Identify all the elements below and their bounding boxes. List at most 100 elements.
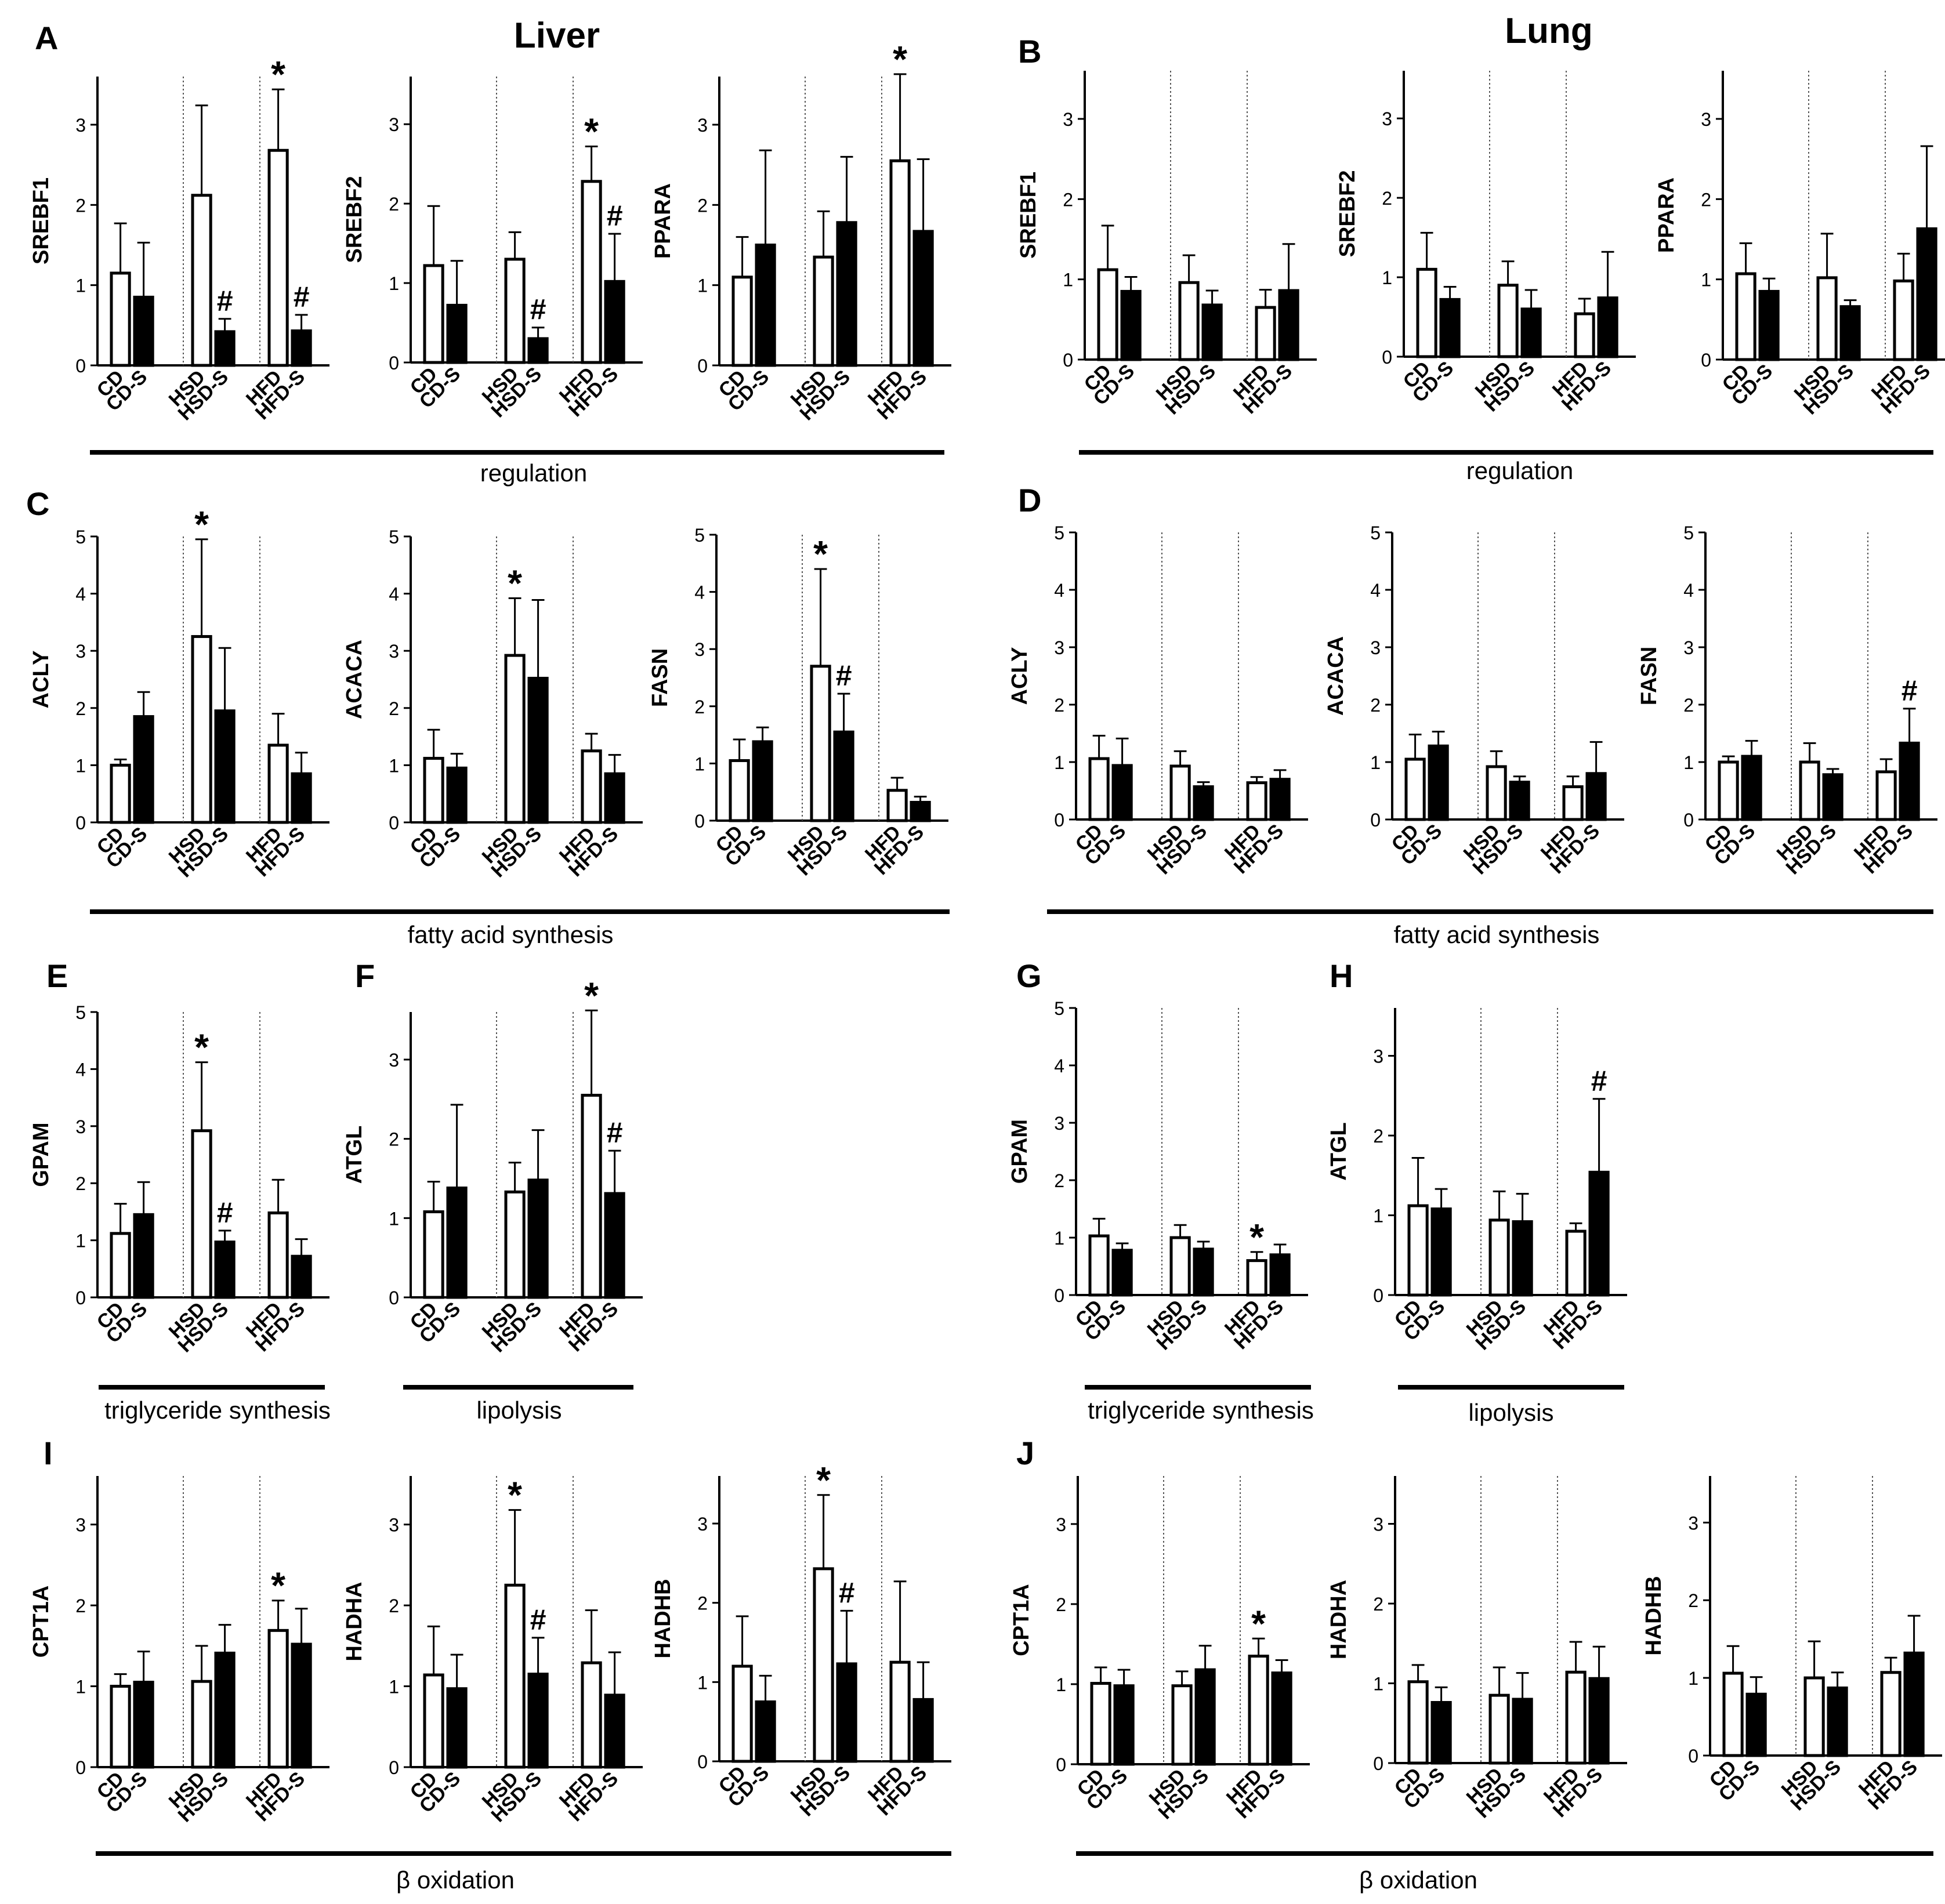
y-tick-label: 2 [389, 1595, 399, 1616]
y-tick-label: 2 [1054, 695, 1064, 716]
bar-cd-s [446, 1687, 468, 1769]
bar-cd [423, 1673, 444, 1769]
bar-cd [1722, 1671, 1744, 1757]
bar-cd-s [1439, 298, 1461, 358]
significance-star: * [508, 562, 522, 604]
y-tick-label: 2 [389, 698, 399, 719]
bar-hfd [1574, 312, 1595, 358]
y-tick-label: 1 [1063, 270, 1073, 291]
y-tick-label: 0 [1063, 350, 1073, 371]
significance-hash: # [217, 285, 233, 317]
y-tick-label: 1 [694, 753, 705, 774]
bar-hsd-s [1839, 305, 1861, 361]
bar-cd [1088, 757, 1110, 821]
y-tick-label: 0 [389, 813, 399, 833]
y-axis-label: SREBF1 [29, 177, 53, 264]
y-axis-label: HADHB [651, 1579, 675, 1658]
significance-hash: # [836, 659, 852, 692]
y-tick-label: 1 [1688, 1668, 1698, 1689]
y-tick-label: 0 [75, 813, 86, 833]
bar-hfd [1562, 785, 1584, 821]
bar-hsd [504, 654, 526, 824]
bar-hsd-s [1520, 307, 1542, 358]
y-tick-label: 5 [694, 525, 705, 546]
y-tick-label: 5 [1683, 523, 1694, 543]
y-tick-label: 2 [1373, 1126, 1383, 1147]
bar-cd-s [1745, 1692, 1767, 1757]
bar-hsd-s [1822, 773, 1843, 821]
y-tick-label: 1 [1054, 1228, 1064, 1249]
bar-hfd [1565, 1230, 1587, 1297]
bar-hfd-s [1269, 1253, 1291, 1297]
bar-hfd-s [1588, 1170, 1610, 1297]
y-tick-label: 2 [694, 697, 705, 717]
y-axis-label: FASN [648, 648, 672, 707]
y-tick-label: 5 [1370, 523, 1381, 543]
bar-hfd [889, 1660, 911, 1763]
panel-letter-a: A [35, 20, 58, 56]
y-tick-label: 3 [1054, 1113, 1064, 1134]
panel-letter-d: D [1018, 482, 1041, 518]
bar-cd-s [752, 740, 773, 822]
significance-star: * [271, 1565, 285, 1606]
y-tick-label: 4 [1683, 580, 1694, 601]
bar-hsd-s [527, 677, 549, 824]
y-axis-label: ACACA [1324, 636, 1348, 716]
y-axis-label: GPAM [29, 1122, 53, 1187]
y-tick-label: 0 [1054, 1285, 1064, 1306]
group-label-liver-lipolysis: lipolysis [476, 1397, 562, 1424]
bar-hfd-s [604, 1192, 625, 1299]
bar-hfd [1875, 770, 1897, 821]
y-tick-label: 0 [1054, 810, 1064, 830]
bar-hfd [1880, 1671, 1901, 1757]
bar-hfd [1893, 279, 1914, 361]
bar-hfd-s [1271, 1671, 1292, 1766]
y-tick-label: 1 [697, 275, 708, 296]
panel-letter-b: B [1018, 33, 1041, 70]
bar-cd-s [755, 244, 776, 367]
y-tick-label: 3 [75, 1515, 86, 1536]
bar-hfd-s [1269, 778, 1291, 821]
significance-star: * [816, 1459, 831, 1501]
y-tick-label: 1 [389, 1208, 399, 1229]
bar-hsd [1816, 276, 1838, 361]
bar-hfd-s [1278, 289, 1299, 361]
y-axis-label: ACLY [1008, 647, 1032, 705]
y-axis-label: ACLY [29, 651, 53, 709]
bar-hfd-s [1585, 772, 1607, 821]
panel-letter-h: H [1330, 958, 1353, 994]
bar-hfd-s [1903, 1651, 1925, 1757]
bar-cd-s [133, 1681, 154, 1769]
panel-letter-g: G [1016, 958, 1042, 994]
y-tick-label: 0 [1688, 1746, 1698, 1767]
y-tick-label: 2 [389, 1129, 399, 1150]
y-tick-label: 0 [694, 811, 705, 832]
bar-cd [1416, 267, 1437, 358]
bar-hsd [813, 1567, 834, 1763]
significance-hash: # [530, 293, 546, 326]
bar-cd-s [1741, 755, 1762, 821]
bar-cd [1407, 1204, 1429, 1297]
y-tick-label: 0 [75, 1757, 86, 1778]
y-tick-label: 0 [75, 356, 86, 376]
y-tick-label: 4 [1054, 1056, 1064, 1076]
bar-hsd-s [527, 337, 549, 364]
bar-hfd [1246, 781, 1267, 821]
bar-hsd [191, 1129, 212, 1299]
y-axis-label: ATGL [1327, 1122, 1351, 1181]
y-tick-label: 1 [1373, 1674, 1383, 1695]
significance-star: * [584, 111, 599, 153]
bar-cd-s [1113, 1684, 1135, 1766]
y-tick-label: 0 [75, 1288, 86, 1308]
